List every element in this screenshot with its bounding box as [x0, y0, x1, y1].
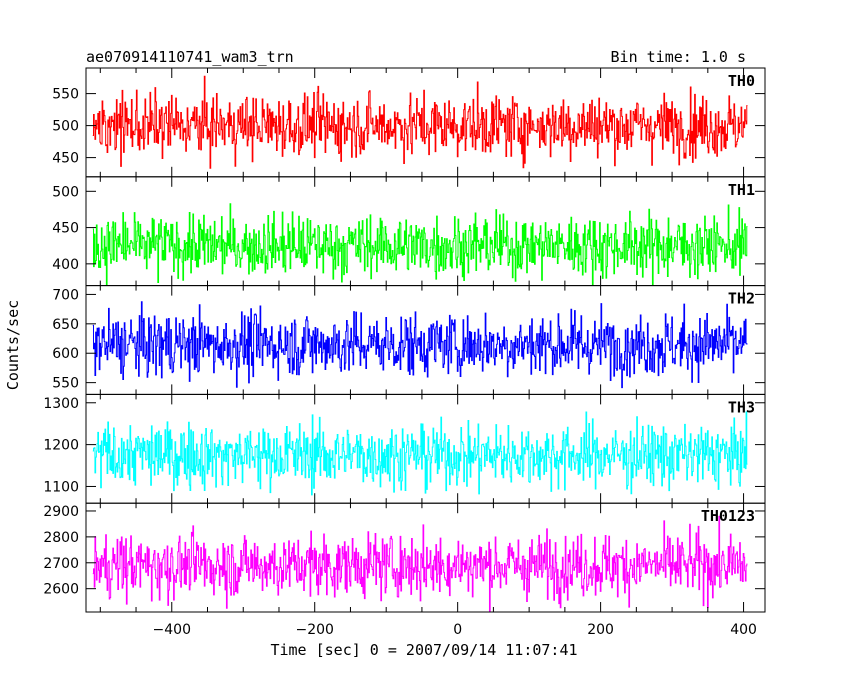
panel-th0123: 2600 2700 2800 2900 TH0123 — [43, 502, 766, 613]
panel-th0: 450 500 550 TH0 — [52, 67, 766, 178]
series-label-th0: TH0 — [728, 72, 755, 90]
series-label-th1: TH1 — [728, 181, 755, 199]
x-tick-label: 400 — [730, 622, 757, 638]
y-tick-label: 2800 — [43, 530, 79, 546]
y-tick-label: 400 — [52, 257, 79, 273]
x-tick-label: −200 — [295, 622, 333, 638]
series-th0123 — [92, 515, 748, 613]
y-tick-label: 1200 — [43, 438, 79, 454]
y-tick-label: 1300 — [43, 396, 79, 412]
y-tick-label: 500 — [52, 184, 79, 200]
x-axis-label: Time [sec] 0 = 2007/09/14 11:07:41 — [270, 641, 577, 659]
y-tick-label: 550 — [52, 87, 79, 103]
y-tick-label: 500 — [52, 119, 79, 135]
panel-th3: 1100 1200 1300 TH3 — [43, 393, 766, 504]
panel-frame — [85, 176, 766, 287]
panel-frame — [85, 502, 766, 613]
panel-th2: 550 600 650 700 TH2 — [52, 285, 766, 395]
series-th0 — [92, 75, 748, 169]
series-label-th3: TH3 — [728, 398, 755, 416]
y-tick-label: 550 — [52, 376, 79, 392]
y-tick-label: 700 — [52, 287, 79, 303]
series-label-th0123: TH0123 — [701, 507, 755, 525]
panel-th1: 400 450 500 TH1 — [52, 176, 766, 287]
y-tick-label: 600 — [52, 346, 79, 362]
series-th3 — [92, 411, 748, 496]
y-tick-label: 650 — [52, 317, 79, 333]
y-tick-label: 2600 — [43, 582, 79, 598]
x-tick-label: 0 — [453, 622, 462, 638]
y-axis-label: Counts/sec — [4, 300, 22, 390]
x-tick-label: 200 — [587, 622, 614, 638]
y-tick-label: 2700 — [43, 556, 79, 572]
series-th2 — [92, 301, 748, 389]
y-tick-label: 2900 — [43, 504, 79, 520]
chart-title: ae070914110741_wam3_trn — [86, 48, 294, 66]
y-tick-label: 450 — [52, 221, 79, 237]
y-tick-label: 1100 — [43, 479, 79, 495]
panels-group: 450 500 550 TH0 400 450 500 TH1 550 600 650 700 TH2 1… — [43, 67, 766, 638]
y-tick-label: 450 — [52, 151, 79, 167]
x-tick-label: −400 — [153, 622, 191, 638]
series-label-th2: TH2 — [728, 290, 755, 308]
bin-time-label: Bin time: 1.0 s — [611, 48, 746, 66]
series-th1 — [92, 203, 748, 286]
